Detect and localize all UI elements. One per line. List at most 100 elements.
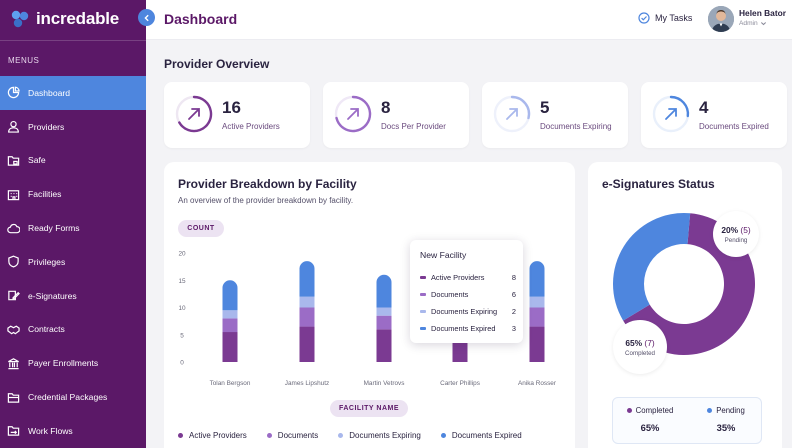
chart-tooltip: New Facility Active Providers 8 Documents… (410, 240, 523, 343)
stat-label: Active Providers (222, 122, 280, 131)
menus-heading: MENUS (8, 56, 40, 65)
chevron-left-icon (143, 14, 149, 21)
sidebar-item-facilities[interactable]: Facilities (0, 177, 146, 211)
legend-dot (338, 433, 344, 438)
bar-segment (299, 261, 315, 297)
tooltip-row: Documents Expiring 2 (420, 307, 516, 316)
sidebar-item-credential-packages[interactable]: Credential Packages (0, 380, 146, 414)
stat-value: 5 (540, 98, 550, 117)
tooltip-swatch (420, 310, 426, 313)
legend-label: Documents Expiring (349, 431, 421, 440)
donut-slice (613, 213, 691, 321)
stat-card-documents-expired[interactable]: 4 Documents Expired (641, 82, 787, 148)
stat-value: 16 (222, 98, 241, 117)
user-photo-icon (708, 6, 734, 32)
user-role-dropdown[interactable]: Admin (739, 20, 767, 27)
stat-label: Documents Expiring (540, 122, 612, 131)
sidebar-item-work-flows[interactable]: Work Flows (0, 414, 146, 448)
user-icon (8, 121, 19, 133)
bar-segment (222, 332, 238, 362)
pie-chart-icon (7, 86, 20, 99)
tooltip-label: Documents Expired (431, 324, 496, 333)
completed-callout-label: Completed (625, 349, 655, 357)
x-tick-label: Anika Rosser (518, 380, 557, 387)
summary-label: Pending (716, 406, 745, 415)
logo-mark-icon (11, 10, 29, 28)
sidebar-item-label: Ready Forms (28, 223, 80, 234)
stat-card-documents-expiring[interactable]: 5 Documents Expiring (482, 82, 628, 148)
pending-callout-value: 20% (5) (721, 224, 751, 235)
x-axis-pill: FACILITY NAME (330, 400, 408, 417)
user-role: Admin (739, 20, 758, 27)
bar-segment (529, 261, 545, 297)
stat-value: 8 (381, 98, 391, 117)
sidebar-item-dashboard[interactable]: Dashboard (0, 76, 146, 110)
breakdown-title: Provider Breakdown by Facility (178, 177, 357, 191)
sidebar-item-label: e-Signatures (28, 290, 77, 301)
tooltip-value: 3 (511, 324, 516, 333)
sidebar-item-providers[interactable]: Providers (0, 110, 146, 144)
summary-dot (626, 408, 632, 413)
x-tick-label: Carter Phillips (440, 380, 480, 387)
sidebar-item-label: Safe (28, 155, 46, 166)
logo-text: incredable (36, 9, 120, 28)
tooltip-swatch (420, 276, 426, 279)
my-tasks-button[interactable]: My Tasks (638, 12, 692, 24)
check-circle-icon (638, 12, 650, 24)
e-signatures-title: e-Signatures Status (602, 177, 715, 191)
summary-value: 35% (716, 422, 736, 433)
folder-lock-icon (7, 156, 20, 166)
y-tick-label: 0 (180, 360, 184, 367)
legend-item-documents-expiring[interactable]: Documents Expiring (338, 431, 421, 440)
legend-label: Documents Expired (451, 431, 522, 440)
sidebar-nav: Dashboard Providers Safe Facilities Read… (0, 76, 146, 448)
stat-value: 4 (699, 98, 709, 117)
legend-item-documents[interactable]: Documents (266, 431, 319, 440)
x-tick-label: Martin Vetrovs (364, 380, 405, 387)
legend-item-documents-expired[interactable]: Documents Expired (440, 431, 522, 440)
signature-summary: Completed 65% Pending 35% (612, 397, 762, 444)
sidebar-item-payer-enrollments[interactable]: Payer Enrollments (0, 346, 146, 380)
tooltip-value: 6 (511, 290, 516, 299)
summary-label: Completed (635, 406, 674, 415)
bank-icon (8, 357, 19, 369)
bar-segment (529, 307, 545, 327)
bar-segment (376, 307, 392, 316)
logo[interactable]: incredable (10, 9, 119, 29)
sidebar-item-label: Privileges (28, 256, 66, 267)
legend-item-active-providers[interactable]: Active Providers (178, 431, 247, 440)
sidebar-item-ready-forms[interactable]: Ready Forms (0, 211, 146, 245)
sidebar-item-privileges[interactable]: Privileges (0, 245, 146, 279)
trend-arrow-icon (493, 95, 531, 133)
tooltip-value: 2 (511, 307, 516, 316)
bar-segment (222, 280, 238, 311)
y-tick-label: 10 (178, 305, 186, 312)
sidebar-item-e-signatures[interactable]: e-Signatures (0, 279, 146, 313)
tooltip-title: New Facility (420, 250, 467, 260)
provider-breakdown-card: Provider Breakdown by Facility An overvi… (164, 162, 575, 448)
breakdown-subtitle: An overview of the provider breakdown by… (178, 196, 354, 205)
my-tasks-label: My Tasks (655, 13, 693, 23)
legend-label: Documents (277, 431, 319, 440)
tooltip-label: Documents (431, 290, 469, 299)
sidebar-item-contracts[interactable]: Contracts (0, 313, 146, 347)
y-axis-pill: COUNT (178, 220, 224, 237)
bar-segment (299, 307, 315, 327)
summary-value: 65% (640, 422, 660, 433)
trend-arrow-icon (652, 95, 690, 133)
sidebar-item-safe[interactable]: Safe (0, 144, 146, 178)
sidebar-item-label: Contracts (28, 324, 65, 335)
y-tick-label: 5 (180, 332, 184, 339)
sidebar-item-label: Payer Enrollments (28, 358, 99, 369)
avatar[interactable] (708, 6, 734, 32)
e-signatures-card: e-Signatures Status 20% (5) Pending 65% … (588, 162, 782, 448)
sidebar-item-label: Work Flows (28, 425, 73, 436)
stat-card-docs-per-provider[interactable]: 8 Docs Per Provider (323, 82, 469, 148)
bar-segment (222, 310, 238, 319)
sidebar-collapse-button[interactable] (138, 9, 155, 26)
sidebar: incredable MENUS Dashboard Providers Saf… (0, 0, 146, 448)
stat-card-active-providers[interactable]: 16 Active Providers (164, 82, 310, 148)
page-title: Dashboard (164, 11, 238, 27)
legend-dot (440, 433, 446, 438)
